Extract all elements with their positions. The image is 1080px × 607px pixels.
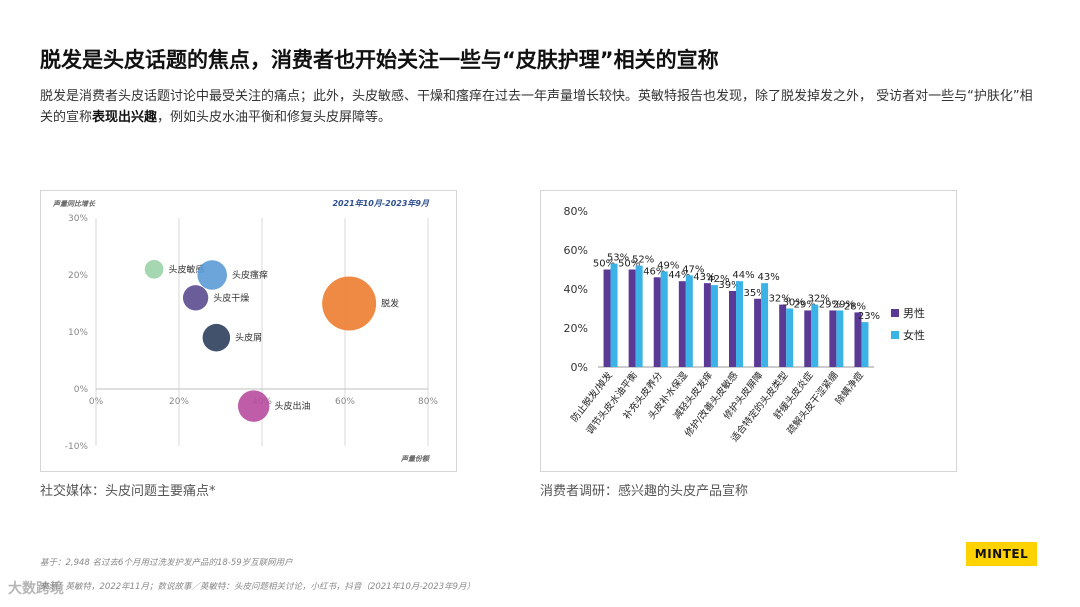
legend-swatch-女性 xyxy=(891,331,899,339)
bubble-ylabel: 声量同比增长 xyxy=(52,199,96,208)
bubble-x-tick-label: 60% xyxy=(335,397,355,407)
bar-女性-补充头皮养分 xyxy=(660,271,668,367)
bubble-脱发 xyxy=(322,276,377,331)
bar-女性-舒缓头皮炎症 xyxy=(811,304,819,367)
bar-女性-适合特定的头皮类型 xyxy=(786,308,794,367)
bar-value-label: 43% xyxy=(693,272,715,283)
bar-value-label: 53% xyxy=(607,253,629,264)
bar-value-label: 52% xyxy=(632,255,654,266)
bar-y-tick-label: 80% xyxy=(564,205,588,218)
bar-value-label: 32% xyxy=(769,294,791,305)
bar-y-tick-label: 20% xyxy=(564,322,588,335)
bar-y-tick-label: 60% xyxy=(564,244,588,257)
bar-男性-除螨净痘 xyxy=(854,312,862,367)
bar-y-tick-label: 40% xyxy=(564,283,588,296)
body-text-bold: 表现出兴趣 xyxy=(92,110,158,125)
bubble-y-tick-label: 0% xyxy=(74,385,89,395)
bubble-x-tick-label: 80% xyxy=(418,397,438,407)
bubble-x-tick-label: 0% xyxy=(89,397,104,407)
body-text-part2: ，例如头皮水油平衡和修复头皮屏障等。 xyxy=(157,110,392,125)
bar-value-label: 29% xyxy=(833,299,855,310)
bubble-x-tick-label: 20% xyxy=(169,397,189,407)
bar-value-label: 49% xyxy=(657,260,679,271)
footer-source-note: 来源：英敏特，2022年11月；数说故事／英敏特：头皮问题相关讨论，小红书，抖音… xyxy=(40,582,476,592)
bar-男性-调节头皮水油平衡 xyxy=(628,269,636,367)
bar-value-label: 29% xyxy=(794,299,816,310)
bubble-头皮屑 xyxy=(202,323,231,352)
bar-value-label: 35% xyxy=(743,288,765,299)
bubble-头皮干燥 xyxy=(182,285,209,311)
caption-social-media: 社交媒体：头皮问题主要痛点* xyxy=(40,484,216,499)
bar-男性-头皮补水保湿 xyxy=(678,281,686,367)
legend-swatch-男性 xyxy=(891,309,899,317)
bubble-头皮敏感 xyxy=(144,259,164,279)
caption-consumer-survey: 消费者调研：感兴趣的头皮产品宣称 xyxy=(540,484,749,499)
body-text-part1: 脱发是消费者头皮话题讨论中最受关注的痛点；此外，头皮敏感、干燥和瘙痒在过去一年声… xyxy=(40,89,1033,125)
bubble-头皮瘙痒 xyxy=(197,260,227,290)
bar-男性-修护头皮屏障 xyxy=(754,298,762,367)
bar-value-label: 44% xyxy=(668,270,690,281)
bar-value-label: 30% xyxy=(783,298,805,309)
slide-title: 脱发是头皮话题的焦点，消费者也开始关注一些与“皮肤护理”相关的宣称 xyxy=(40,48,719,72)
bubble-y-tick-label: 20% xyxy=(68,271,88,281)
bubble-label: 头皮干燥 xyxy=(213,292,249,304)
bar-value-label: 44% xyxy=(732,270,754,281)
bar-value-label: 50% xyxy=(618,259,640,270)
bubble-label: 头皮敏感 xyxy=(168,263,204,275)
bar-value-label: 42% xyxy=(707,274,729,285)
bar-女性-减轻头皮发痒 xyxy=(710,285,718,367)
mintel-logo: MINTEL xyxy=(966,542,1037,566)
bubble-label: 头皮屑 xyxy=(235,332,262,344)
bar-男性-适合特定的头皮类型 xyxy=(779,304,787,367)
bar-value-label: 47% xyxy=(682,264,704,275)
bar-男性-减轻头皮发痒 xyxy=(703,283,711,367)
bubble-chart: 声量同比增长 2021年10月-2023年9月 声量份额 0%20%40%60%… xyxy=(52,199,438,463)
bar-chart: 0%20%40%60%80%50%53%防止脱发/掉发50%52%调节头皮水油平… xyxy=(564,205,925,444)
bar-女性-修护/改善头皮敏感 xyxy=(736,281,743,367)
bar-女性-修护头皮屏障 xyxy=(761,283,769,367)
bubble-label: 头皮瘙痒 xyxy=(232,269,268,281)
bubble-chart-title: 2021年10月-2023年9月 xyxy=(332,199,430,208)
bar-value-label: 39% xyxy=(718,280,740,291)
bar-女性-防止脱发/掉发 xyxy=(610,263,618,367)
bar-女性-调节头皮水油平衡 xyxy=(635,265,643,367)
bar-男性-疏解头皮干涩紧绷 xyxy=(829,310,837,367)
bar-value-label: 29% xyxy=(819,299,841,310)
bubble-label: 头皮出油 xyxy=(274,400,310,412)
bar-女性-除螨净痘 xyxy=(861,322,869,367)
bubble-y-tick-label: -10% xyxy=(65,442,89,452)
bar-男性-修护/改善头皮敏感 xyxy=(729,290,736,367)
bubble-label: 脱发 xyxy=(381,298,399,310)
bar-女性-头皮补水保湿 xyxy=(685,275,693,367)
slide-body: 脱发是消费者头皮话题讨论中最受关注的痛点；此外，头皮敏感、干燥和瘙痒在过去一年声… xyxy=(40,86,1040,128)
bar-value-label: 46% xyxy=(643,266,665,277)
bar-男性-补充头皮养分 xyxy=(653,277,661,367)
bar-男性-舒缓头皮炎症 xyxy=(804,310,812,367)
bar-value-label: 50% xyxy=(593,259,615,270)
bubble-chart-panel: 声量同比增长 2021年10月-2023年9月 声量份额 0%20%40%60%… xyxy=(40,190,457,472)
bubble-头皮出油 xyxy=(237,390,270,422)
legend-label: 女性 xyxy=(903,328,925,342)
bar-value-label: 43% xyxy=(757,272,779,283)
footer-base-note: 基于：2,948 名过去6个月用过洗发护发产品的18-59岁互联网用户 xyxy=(40,558,293,568)
bar-chart-panel: 0% 20% 40% 60% 80% 50% 53% 防止脱发/掉发 50% 52% 调节头皮水油平… xyxy=(540,190,957,472)
bubble-xlabel: 声量份额 xyxy=(400,454,431,463)
bar-value-label: 28% xyxy=(844,301,866,312)
bubble-y-tick-label: 10% xyxy=(68,328,88,338)
bubble-y-tick-label: 30% xyxy=(68,214,88,224)
bar-y-tick-label: 0% xyxy=(571,361,588,374)
bar-女性-疏解头皮干涩紧绷 xyxy=(836,310,844,367)
bar-value-label: 23% xyxy=(858,311,880,322)
watermark: 大数跨境 xyxy=(8,581,64,597)
bar-value-label: 32% xyxy=(808,294,830,305)
legend-label: 男性 xyxy=(903,306,925,320)
bar-男性-防止脱发/掉发 xyxy=(603,269,611,367)
